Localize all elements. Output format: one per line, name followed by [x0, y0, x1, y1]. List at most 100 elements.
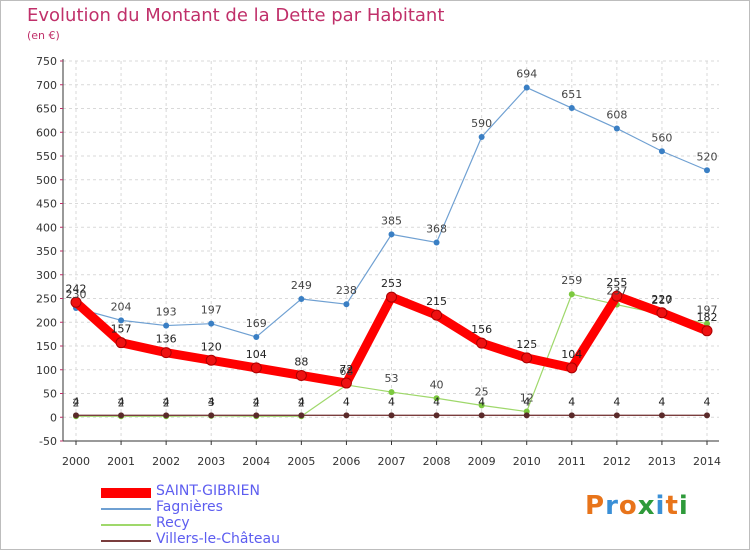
data-label: 182 — [697, 311, 718, 324]
data-label: 157 — [111, 323, 132, 336]
y-tick-label: 650 — [36, 103, 57, 116]
logo-letter: P — [585, 491, 606, 521]
data-label: 2 — [163, 396, 170, 409]
data-label: 12 — [520, 392, 534, 405]
x-tick-label: 2011 — [558, 455, 586, 468]
data-label: 197 — [201, 304, 222, 317]
data-point — [118, 317, 125, 324]
x-tick-label: 2009 — [468, 455, 496, 468]
data-point — [701, 325, 713, 337]
y-tick-label: 700 — [36, 79, 57, 92]
y-tick-label: 450 — [36, 198, 57, 211]
x-tick-label: 2008 — [423, 455, 451, 468]
data-point — [160, 347, 172, 359]
data-label: 385 — [381, 214, 402, 227]
data-point — [478, 412, 485, 419]
logo-letter: x — [637, 491, 656, 521]
data-point — [704, 412, 710, 419]
data-point — [208, 412, 215, 419]
data-point — [613, 125, 620, 132]
x-tick-label: 2010 — [513, 455, 541, 468]
x-tick-label: 2014 — [693, 455, 721, 468]
y-tick-label: 300 — [36, 269, 57, 282]
data-label: 590 — [471, 117, 492, 130]
data-label: 4 — [523, 395, 530, 408]
legend-label-3: Villers-le-Château — [156, 531, 280, 547]
data-label: 88 — [294, 355, 308, 368]
data-label: 125 — [516, 338, 537, 351]
data-point — [250, 362, 262, 374]
data-point — [388, 231, 395, 238]
data-point — [658, 412, 665, 419]
unit-label: (en €) — [27, 29, 60, 42]
chart-title: Evolution du Montant de la Dette par Hab… — [27, 5, 445, 26]
data-label: 4 — [433, 395, 440, 408]
data-label: 220 — [651, 293, 672, 306]
data-point — [253, 412, 260, 419]
data-point — [431, 309, 443, 321]
y-tick-label: 600 — [36, 126, 57, 139]
data-label: 4 — [343, 395, 350, 408]
x-tick-label: 2000 — [62, 455, 90, 468]
data-label: 253 — [381, 277, 402, 290]
data-label: 249 — [291, 279, 312, 292]
data-label: 237 — [606, 285, 627, 298]
data-point — [388, 389, 395, 396]
data-point — [433, 395, 440, 402]
data-label: 4 — [118, 395, 125, 408]
x-tick-label: 2005 — [287, 455, 315, 468]
data-label: 4 — [163, 395, 170, 408]
data-label: 3 — [208, 396, 215, 409]
data-point — [611, 290, 623, 302]
data-point — [568, 105, 575, 112]
data-label: 4 — [253, 395, 260, 408]
data-point — [295, 369, 307, 381]
data-label: 230 — [66, 288, 87, 301]
data-point — [205, 354, 217, 366]
data-point — [253, 333, 260, 340]
y-tick-label: 150 — [36, 340, 57, 353]
data-label: 217 — [651, 294, 672, 307]
data-point — [613, 412, 620, 419]
data-label: 4 — [478, 395, 485, 408]
data-label: 136 — [156, 333, 177, 346]
data-label: 694 — [516, 68, 537, 81]
data-label: 2 — [253, 396, 260, 409]
x-tick-label: 2002 — [152, 455, 180, 468]
data-point — [704, 167, 710, 174]
data-point — [521, 352, 533, 364]
data-label: 255 — [606, 276, 627, 289]
data-point — [298, 412, 305, 419]
data-label: 560 — [651, 131, 672, 144]
data-label: 25 — [475, 385, 489, 398]
data-label: 4 — [298, 395, 305, 408]
data-label: 53 — [385, 372, 399, 385]
data-point — [298, 295, 305, 302]
data-point — [73, 412, 79, 419]
legend-label-1: Fagnières — [156, 499, 223, 515]
data-point — [433, 412, 440, 419]
data-label: 242 — [66, 282, 87, 295]
data-point — [656, 307, 668, 319]
data-label: 193 — [156, 306, 177, 319]
y-tick-label: 500 — [36, 174, 57, 187]
y-tick-label: -50 — [39, 435, 57, 448]
x-tick-label: 2001 — [107, 455, 135, 468]
data-label: 4 — [568, 395, 575, 408]
y-tick-label: 400 — [36, 221, 57, 234]
logo-letter: i — [678, 491, 689, 521]
data-label: 520 — [697, 150, 718, 163]
data-point — [163, 322, 170, 329]
data-point — [658, 148, 665, 155]
y-tick-label: 200 — [36, 316, 57, 329]
data-label: 204 — [111, 300, 132, 313]
data-label: 215 — [426, 295, 447, 308]
logo-letter: t — [665, 491, 679, 521]
data-point — [343, 301, 350, 308]
data-label: 4 — [658, 395, 665, 408]
y-tick-label: 50 — [43, 388, 57, 401]
proxiti-logo: Proxiti — [585, 491, 689, 521]
data-point — [476, 337, 488, 349]
x-tick-label: 2003 — [197, 455, 225, 468]
